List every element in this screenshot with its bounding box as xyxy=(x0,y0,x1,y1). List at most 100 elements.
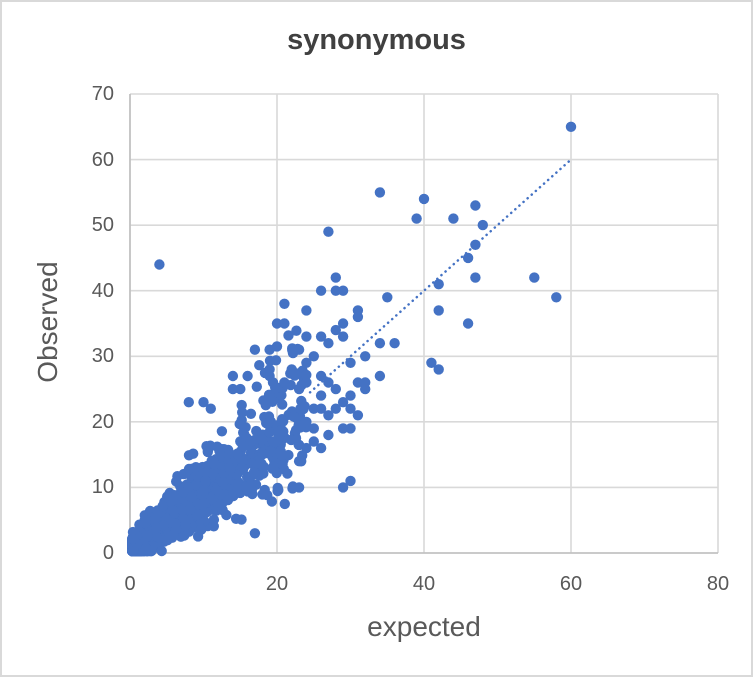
data-point xyxy=(470,200,481,211)
data-point xyxy=(272,433,284,445)
data-point xyxy=(186,491,197,503)
data-point xyxy=(426,357,437,368)
data-point xyxy=(232,448,243,460)
data-point xyxy=(477,219,488,231)
data-point xyxy=(150,513,161,524)
data-point xyxy=(264,370,275,382)
data-point xyxy=(171,476,182,487)
data-point xyxy=(264,344,275,355)
data-point xyxy=(249,528,261,539)
data-point xyxy=(183,463,195,475)
data-point xyxy=(352,311,364,323)
y-tick-label: 10 xyxy=(91,476,114,499)
data-point xyxy=(337,318,349,329)
data-point xyxy=(308,351,319,362)
data-point xyxy=(323,338,334,349)
data-point xyxy=(208,514,220,525)
data-point xyxy=(565,121,577,132)
y-tick-label: 0 xyxy=(102,542,114,564)
data-point xyxy=(352,410,364,421)
data-point xyxy=(205,403,216,414)
y-tick-label: 30 xyxy=(91,345,114,368)
y-tick-label: 20 xyxy=(91,410,114,433)
data-point xyxy=(214,446,225,457)
data-point xyxy=(282,468,293,479)
data-point xyxy=(192,499,203,510)
x-tick-label: 0 xyxy=(124,573,136,595)
data-point xyxy=(323,410,334,421)
data-point xyxy=(308,423,319,434)
data-point xyxy=(308,403,319,414)
data-point xyxy=(254,360,265,371)
data-point xyxy=(293,344,305,355)
data-point xyxy=(293,383,305,395)
data-point xyxy=(374,370,386,382)
data-point xyxy=(279,298,290,309)
data-point xyxy=(217,476,228,488)
data-point xyxy=(315,442,327,454)
data-point xyxy=(183,397,194,408)
data-point xyxy=(270,355,282,366)
data-point xyxy=(551,292,562,303)
data-point xyxy=(127,534,139,545)
data-point xyxy=(462,318,474,329)
data-point xyxy=(286,434,297,446)
data-point xyxy=(271,318,283,329)
data-point xyxy=(301,357,312,368)
data-point xyxy=(177,505,188,516)
data-point xyxy=(234,418,245,430)
data-point xyxy=(293,482,305,493)
data-point xyxy=(279,377,290,388)
data-point xyxy=(286,364,297,375)
data-point xyxy=(323,226,334,237)
data-point xyxy=(246,458,257,469)
data-point xyxy=(225,464,236,475)
data-point xyxy=(301,369,312,381)
data-point xyxy=(191,510,203,521)
data-point xyxy=(337,482,349,493)
data-point xyxy=(301,442,312,454)
data-point xyxy=(170,518,181,529)
data-point xyxy=(301,416,312,428)
data-point xyxy=(221,509,232,521)
data-point xyxy=(448,213,459,224)
data-point xyxy=(278,416,289,427)
data-point xyxy=(323,429,334,441)
data-point xyxy=(299,401,310,412)
data-point xyxy=(142,530,153,542)
data-point xyxy=(257,434,268,445)
data-point xyxy=(151,522,162,533)
data-point xyxy=(188,448,199,459)
data-point xyxy=(200,467,211,479)
data-point xyxy=(209,459,220,470)
data-point xyxy=(227,370,239,382)
data-point xyxy=(360,383,371,395)
data-point xyxy=(268,461,279,472)
data-point xyxy=(301,331,312,342)
data-point xyxy=(264,427,275,438)
data-point xyxy=(308,436,319,447)
data-point xyxy=(345,403,356,414)
data-point xyxy=(315,390,327,401)
y-axis-title: Observed xyxy=(32,261,63,383)
data-point xyxy=(277,458,288,470)
data-point xyxy=(360,351,371,362)
y-tick-label: 70 xyxy=(91,83,114,105)
x-tick-label: 20 xyxy=(265,573,289,595)
data-point xyxy=(206,493,217,505)
data-point xyxy=(389,338,400,349)
data-point xyxy=(240,481,251,493)
axis-lines-group xyxy=(129,94,718,554)
data-point xyxy=(203,442,215,453)
y-tick-label: 60 xyxy=(91,148,114,171)
data-point xyxy=(216,426,228,437)
data-point xyxy=(200,475,211,486)
data-point xyxy=(254,470,265,481)
data-point xyxy=(222,494,234,506)
data-point xyxy=(192,531,204,542)
chart-title: synonymous xyxy=(287,24,466,56)
data-point xyxy=(279,318,290,329)
data-point xyxy=(352,377,364,388)
data-point xyxy=(323,377,334,388)
data-point xyxy=(315,285,327,296)
